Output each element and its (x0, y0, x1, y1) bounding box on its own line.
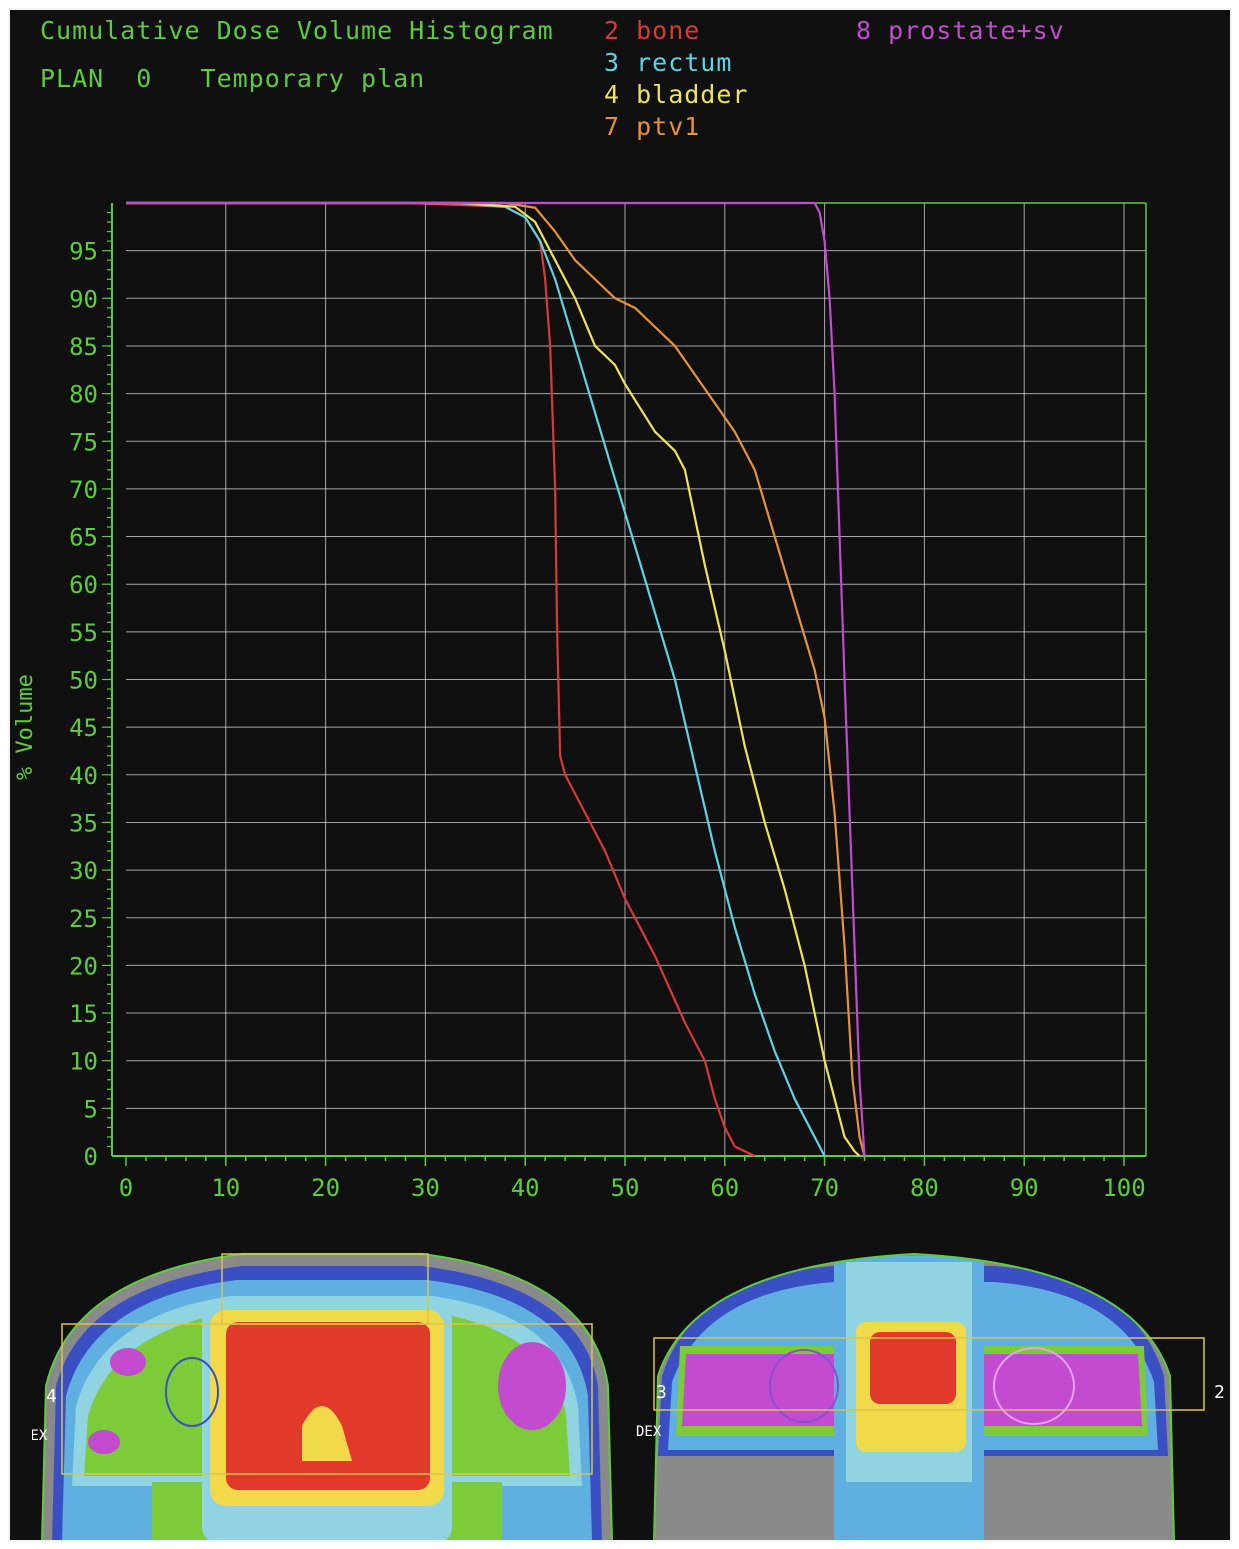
y-tick-label: 45 (69, 714, 98, 742)
y-tick-label: 40 (69, 762, 98, 790)
x-tick-label: 30 (411, 1174, 440, 1202)
y-tick-label: 0 (84, 1143, 98, 1171)
series-line-3-rectum (126, 201, 826, 1157)
y-tick-label: 35 (69, 809, 98, 837)
chart-title: Cumulative Dose Volume Histogram (40, 16, 554, 45)
ct-right-side-label-right: 2 (1214, 1382, 1225, 1403)
y-tick-label: 60 (69, 571, 98, 599)
legend-ptv1: 7 ptv1 (604, 112, 701, 141)
y-tick-label: 80 (69, 381, 98, 409)
legend-bladder: 4 bladder (604, 80, 749, 109)
dvh-plot: 0 10 20 30 40 50 60 70 80 90 100 0 5 10 15 20 25 30 35 40 45… (13, 201, 1147, 1202)
ct-slice-right: 3 2 DEX (636, 1252, 1225, 1540)
y-tick-label: 55 (69, 619, 98, 647)
ct-right-side-label-left: 3 (656, 1382, 667, 1403)
x-tick-label: 100 (1102, 1174, 1145, 1202)
y-tick-label: 85 (69, 333, 98, 361)
series-line-4-bladder (126, 201, 861, 1157)
x-tick-label: 50 (611, 1174, 640, 1202)
y-tick-label: 50 (69, 667, 98, 695)
y-axis-label: % Volume (13, 674, 38, 780)
legend-bone: 2 bone (604, 16, 701, 45)
y-tick-label: 5 (84, 1095, 98, 1123)
y-tick-label: 15 (69, 1000, 98, 1028)
ct-right-tag: DEX (636, 1424, 662, 1440)
legend-prostate-sv: 8 prostate+sv (856, 16, 1065, 45)
x-tick-label: 60 (710, 1174, 739, 1202)
y-tick-label: 30 (69, 857, 98, 885)
x-tick-label: 90 (1010, 1174, 1039, 1202)
y-tick-label: 75 (69, 428, 98, 456)
x-tick-label: 70 (810, 1174, 839, 1202)
figure-frame: Cumulative Dose Volume Histogram PLAN 0 … (8, 8, 1232, 1542)
ct-left-tag: DEX (32, 1428, 48, 1444)
y-tick-label: 90 (69, 285, 98, 313)
series-line-7-ptv1 (126, 201, 866, 1157)
series-line-8-prostate-sv (126, 201, 866, 1157)
x-tick-label: 40 (511, 1174, 540, 1202)
y-tick-label: 20 (69, 952, 98, 980)
x-tick-label: 20 (311, 1174, 340, 1202)
legend-rectum: 3 rectum (604, 48, 733, 77)
x-tick-label: 10 (211, 1174, 240, 1202)
y-tick-label: 65 (69, 524, 98, 552)
y-tick-label: 95 (69, 238, 98, 266)
x-tick-label: 0 (119, 1174, 133, 1202)
ct-left-side-label: 4 (46, 1386, 57, 1407)
ct-slice-left: 4 DEX (32, 1253, 613, 1540)
x-tick-label: 80 (910, 1174, 939, 1202)
y-tick-label: 70 (69, 476, 98, 504)
y-tick-label: 25 (69, 905, 98, 933)
y-tick-label: 10 (69, 1048, 98, 1076)
plan-label: PLAN 0 Temporary plan (40, 64, 426, 93)
